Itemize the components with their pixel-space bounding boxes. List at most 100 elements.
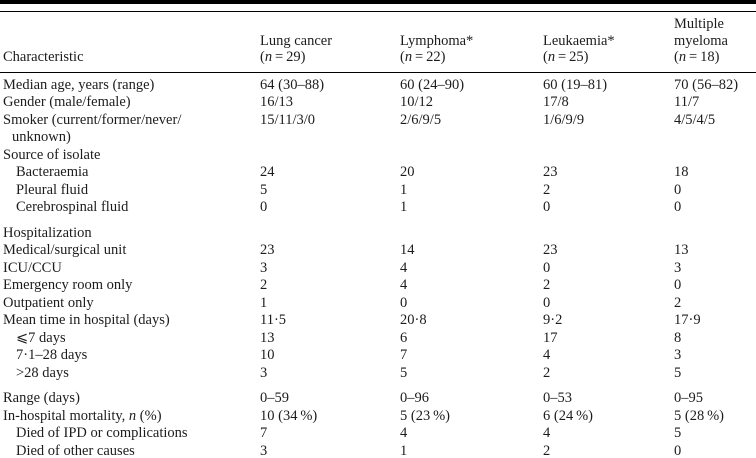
cell-value: 2/6/9/5 [400, 111, 442, 128]
cell-value: 18 [674, 164, 689, 180]
cell-value: 1 [400, 199, 408, 215]
cell-value: 5 [674, 425, 682, 441]
cell-value: 4 [543, 425, 551, 441]
cell-value: 0 [674, 442, 682, 458]
cell-value: 11/7 [674, 94, 700, 110]
column-name: Multiple myeloma [674, 16, 728, 49]
cell-value: 3 [260, 442, 268, 458]
table-row: Medical/surgical unit 23 14 23 13 [0, 242, 756, 260]
cell-value: 60 (19–81) [543, 76, 608, 93]
row-label-wrap-line: unknown) [12, 129, 71, 145]
top-thick-rule [0, 0, 756, 4]
cell-value: 4 [400, 425, 408, 441]
cell-value: 4 [400, 259, 408, 276]
cell-value: 5 (28 %) [674, 407, 725, 424]
cell-value: 5 (23 %) [400, 407, 451, 424]
cell-value: 1 [260, 294, 268, 311]
row-label: Bacteraemia [16, 164, 89, 180]
cell-value: 20 [400, 164, 415, 180]
cell-value [400, 217, 543, 243]
row-label: Died of other causes [16, 442, 135, 458]
table-row: Bacteraemia 24 20 23 18 [0, 164, 756, 182]
column-name: Lung cancer [260, 32, 333, 49]
cell-value: 0 [400, 294, 408, 311]
table-row: Range (days) 0–59 0–96 0–53 0–95 [0, 382, 756, 408]
cell-value: 1 [400, 442, 408, 458]
table-row: ⩽7 days 13 6 17 8 [0, 330, 756, 348]
row-label: Outpatient only [3, 294, 94, 311]
table-row: Mean time in hospital (days) 11·5 20·8 9·2 1… [0, 312, 756, 330]
row-label: Died of IPD or complications [16, 425, 188, 441]
cell-value: 9·2 [543, 312, 563, 328]
cell-value: 15/11/3/0 [260, 111, 316, 128]
cell-value: 4 [400, 277, 408, 293]
cell-value: 10/12 [400, 94, 434, 110]
cell-value: 4/5/4/5 [674, 111, 716, 128]
cell-value: 8 [674, 329, 682, 346]
cell-value: 0 [260, 199, 268, 215]
cell-value: 13 [260, 329, 275, 346]
cell-value: 1 [400, 181, 408, 198]
cell-value: 6 (24 %) [543, 407, 594, 424]
table-row: Died of IPD or complications 7 4 4 5 [0, 425, 756, 443]
cell-value: 11·5 [260, 312, 287, 328]
cell-value: 16/13 [260, 94, 294, 110]
cell-value [260, 147, 400, 165]
row-label: Range (days) [3, 390, 80, 406]
patient-characteristics-table: Characteristic Lung cancer (n = 29) Lymp… [0, 11, 756, 458]
table-row: Outpatient only 1 0 0 2 [0, 295, 756, 313]
cell-value: 2 [543, 277, 551, 293]
cell-value: 0 [543, 259, 551, 276]
table-row: Source of isolate [0, 147, 756, 165]
cell-value [674, 147, 756, 165]
row-label: ICU/CCU [3, 259, 62, 276]
table-row: Hospitalization [0, 217, 756, 243]
cell-value: 60 (24–90) [400, 76, 465, 93]
cell-value: 0 [674, 277, 682, 293]
row-label: Pleural fluid [16, 181, 89, 198]
table-row: Pleural fluid 5 1 2 0 [0, 182, 756, 200]
row-label: Cerebrospinal fluid [16, 199, 129, 215]
cell-value: 2 [543, 181, 551, 198]
table-row: 7·1–28 days 10 7 4 3 [0, 347, 756, 365]
cell-value: 0 [674, 181, 682, 198]
table-row: Emergency room only 2 4 2 0 [0, 277, 756, 295]
cell-value: 17/8 [543, 94, 569, 110]
cell-value: 24 [260, 164, 275, 180]
table-row: >28 days 3 5 2 5 [0, 365, 756, 383]
row-label: Medical/surgical unit [3, 242, 127, 258]
table-body: Median age, years (range) 64 (30–88) 60 (2… [0, 72, 756, 458]
table-row: Smoker (current/former/never/unknown) 15/… [0, 112, 756, 147]
row-label: ⩽7 days [16, 329, 66, 346]
cell-value: 0–95 [674, 390, 703, 406]
column-header-lung-cancer: Lung cancer (n = 29) [260, 11, 400, 73]
column-sample-size: (n = 22) [400, 49, 446, 65]
cell-value: 23 [260, 242, 275, 258]
cell-value: 2 [543, 442, 551, 458]
cell-value: 13 [674, 242, 689, 258]
row-label: Source of isolate [3, 146, 101, 163]
cell-value: 2 [543, 364, 551, 381]
row-label: 7·1–28 days [16, 347, 88, 363]
row-label: In-hospital mortality, n (%) [3, 407, 162, 424]
column-name: Leukaemia* [543, 32, 615, 49]
cell-value: 4 [543, 347, 551, 363]
cell-value: 0–96 [400, 390, 429, 406]
cell-value: 0 [543, 294, 551, 311]
cell-value: 64 (30–88) [260, 76, 325, 93]
column-header-characteristic: Characteristic [0, 11, 260, 73]
row-label: Hospitalization [3, 224, 92, 241]
table-header: Characteristic Lung cancer (n = 29) Lymp… [0, 11, 756, 73]
cell-value: 5 [674, 364, 682, 381]
cell-value: 6 [400, 329, 408, 346]
row-label: Smoker (current/former/never/unknown) [0, 112, 260, 147]
cell-value: 70 (56–82) [674, 76, 739, 93]
cell-value: 10 [260, 347, 275, 363]
cell-value: 7 [400, 347, 408, 363]
cell-value: 1/6/9/9 [543, 111, 585, 128]
header-row: Characteristic Lung cancer (n = 29) Lymp… [0, 11, 756, 73]
cell-value: 0 [674, 199, 682, 215]
table-row: In-hospital mortality, n (%) 10 (34 %) 5 (… [0, 408, 756, 426]
cell-value: 5 [260, 181, 268, 198]
